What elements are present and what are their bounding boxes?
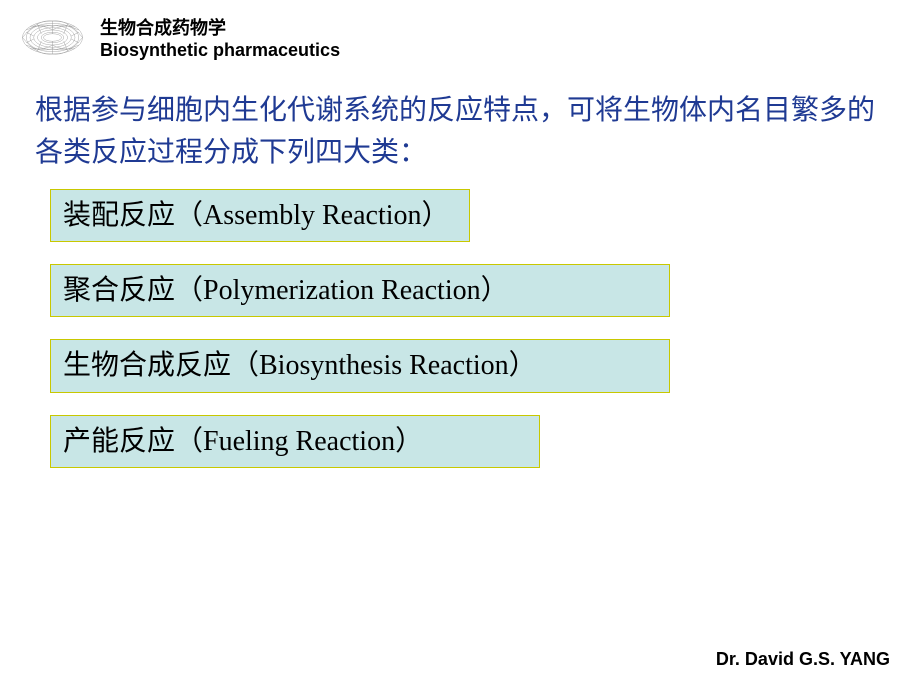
reaction-box-biosynthesis: 生物合成反应（Biosynthesis Reaction） <box>50 339 670 392</box>
reaction-box-fueling: 产能反应（Fueling Reaction） <box>50 415 540 468</box>
intro-paragraph: 根据参与细胞内生化代谢系统的反应特点，可将生物体内名目繁多的各类反应过程分成下列… <box>0 65 920 189</box>
reaction-box-assembly: 装配反应（Assembly Reaction） <box>50 189 470 242</box>
torus-logo-icon <box>15 10 90 65</box>
header-english-title: Biosynthetic pharmaceutics <box>100 40 340 61</box>
header-chinese-title: 生物合成药物学 <box>100 14 340 40</box>
reaction-boxes-list: 装配反应（Assembly Reaction） 聚合反应（Polymerizat… <box>0 189 920 468</box>
slide-header: 生物合成药物学 Biosynthetic pharmaceutics <box>0 0 920 65</box>
author-footer: Dr. David G.S. YANG <box>716 649 890 670</box>
reaction-box-polymerization: 聚合反应（Polymerization Reaction） <box>50 264 670 317</box>
header-text-block: 生物合成药物学 Biosynthetic pharmaceutics <box>100 14 340 61</box>
